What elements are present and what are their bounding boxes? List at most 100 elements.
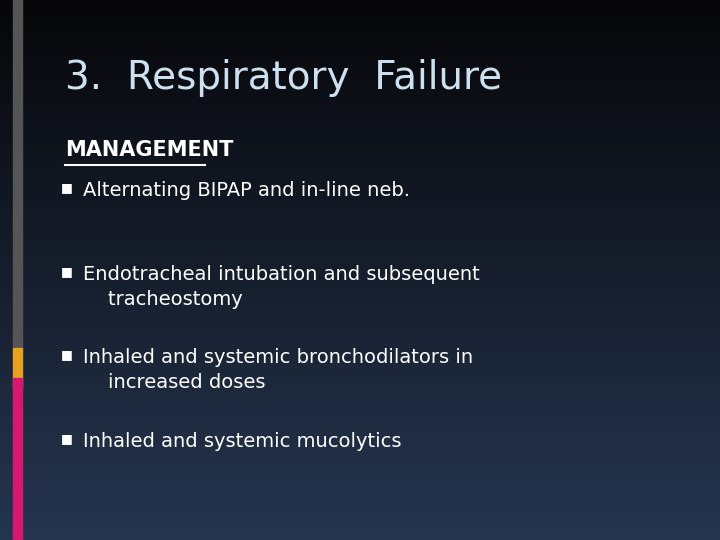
Bar — [0, 38, 720, 39]
Bar — [0, 488, 720, 490]
Bar — [0, 120, 720, 123]
Bar — [0, 536, 720, 538]
Bar — [0, 524, 720, 525]
Bar — [0, 43, 720, 45]
Bar — [0, 169, 720, 171]
Bar — [0, 497, 720, 498]
Bar — [0, 461, 720, 463]
Bar — [0, 493, 720, 495]
Bar — [0, 194, 720, 196]
Bar — [0, 147, 720, 150]
Bar — [0, 479, 720, 481]
Bar — [0, 117, 720, 119]
Bar — [0, 157, 720, 158]
Bar — [0, 374, 720, 376]
Bar — [0, 414, 720, 416]
Bar — [0, 131, 720, 133]
Bar — [0, 42, 720, 43]
Bar — [0, 259, 720, 261]
Bar — [0, 420, 720, 421]
Bar — [0, 191, 720, 193]
Bar — [0, 455, 720, 457]
Bar — [0, 110, 720, 112]
Text: Inhaled and systemic mucolytics: Inhaled and systemic mucolytics — [83, 432, 401, 451]
Bar — [0, 531, 720, 533]
Bar — [0, 441, 720, 443]
Bar — [0, 198, 720, 200]
Bar — [0, 498, 720, 501]
Bar — [0, 96, 720, 97]
Text: ■: ■ — [61, 432, 73, 445]
Bar — [0, 16, 720, 18]
Bar — [0, 243, 720, 245]
Bar — [0, 389, 720, 390]
Bar — [0, 39, 720, 42]
Bar — [0, 366, 720, 367]
Bar — [0, 274, 720, 275]
Bar — [0, 275, 720, 277]
Bar — [0, 317, 720, 319]
Bar — [0, 349, 720, 351]
Bar — [0, 528, 720, 529]
Bar — [0, 270, 720, 272]
Bar — [0, 393, 720, 394]
Bar — [0, 362, 720, 363]
Bar — [0, 423, 720, 425]
Bar — [0, 81, 720, 83]
Bar — [0, 353, 720, 355]
Text: ■: ■ — [61, 348, 73, 361]
Bar — [0, 299, 720, 301]
Bar — [0, 417, 720, 420]
Bar — [0, 281, 720, 282]
Bar — [0, 162, 720, 164]
Bar — [0, 272, 720, 274]
Bar — [0, 538, 720, 540]
Bar — [0, 238, 720, 239]
Bar — [0, 309, 720, 312]
Bar — [0, 77, 720, 79]
Bar — [0, 155, 720, 157]
Bar — [0, 106, 720, 108]
Bar — [0, 475, 720, 477]
Bar — [0, 290, 720, 292]
Bar — [0, 412, 720, 414]
Bar — [0, 124, 720, 126]
Bar — [0, 245, 720, 247]
Bar — [0, 36, 720, 38]
Bar — [0, 133, 720, 135]
Bar — [0, 101, 720, 103]
Bar — [0, 437, 720, 439]
Bar — [0, 232, 720, 234]
Bar — [0, 394, 720, 396]
Text: MANAGEMENT: MANAGEMENT — [65, 140, 233, 160]
Bar — [0, 286, 720, 288]
Bar — [0, 255, 720, 258]
Bar — [13, 378, 22, 540]
Bar — [0, 405, 720, 407]
Bar — [0, 252, 720, 254]
Bar — [0, 153, 720, 155]
Bar — [0, 254, 720, 255]
Bar — [0, 313, 720, 315]
Bar — [0, 363, 720, 366]
Bar — [0, 97, 720, 99]
Bar — [0, 9, 720, 11]
Bar — [0, 65, 720, 66]
Text: ■: ■ — [61, 265, 73, 278]
Bar — [0, 23, 720, 25]
Bar — [0, 128, 720, 130]
Bar — [0, 234, 720, 236]
Bar — [0, 320, 720, 322]
Bar — [0, 142, 720, 144]
Bar — [0, 529, 720, 531]
Bar — [0, 382, 720, 383]
Bar — [0, 146, 720, 147]
Bar — [0, 113, 720, 115]
Bar — [0, 360, 720, 362]
Bar — [0, 11, 720, 12]
Bar — [0, 266, 720, 268]
Bar — [0, 517, 720, 518]
Bar — [0, 306, 720, 308]
Bar — [0, 126, 720, 128]
Bar — [0, 319, 720, 320]
